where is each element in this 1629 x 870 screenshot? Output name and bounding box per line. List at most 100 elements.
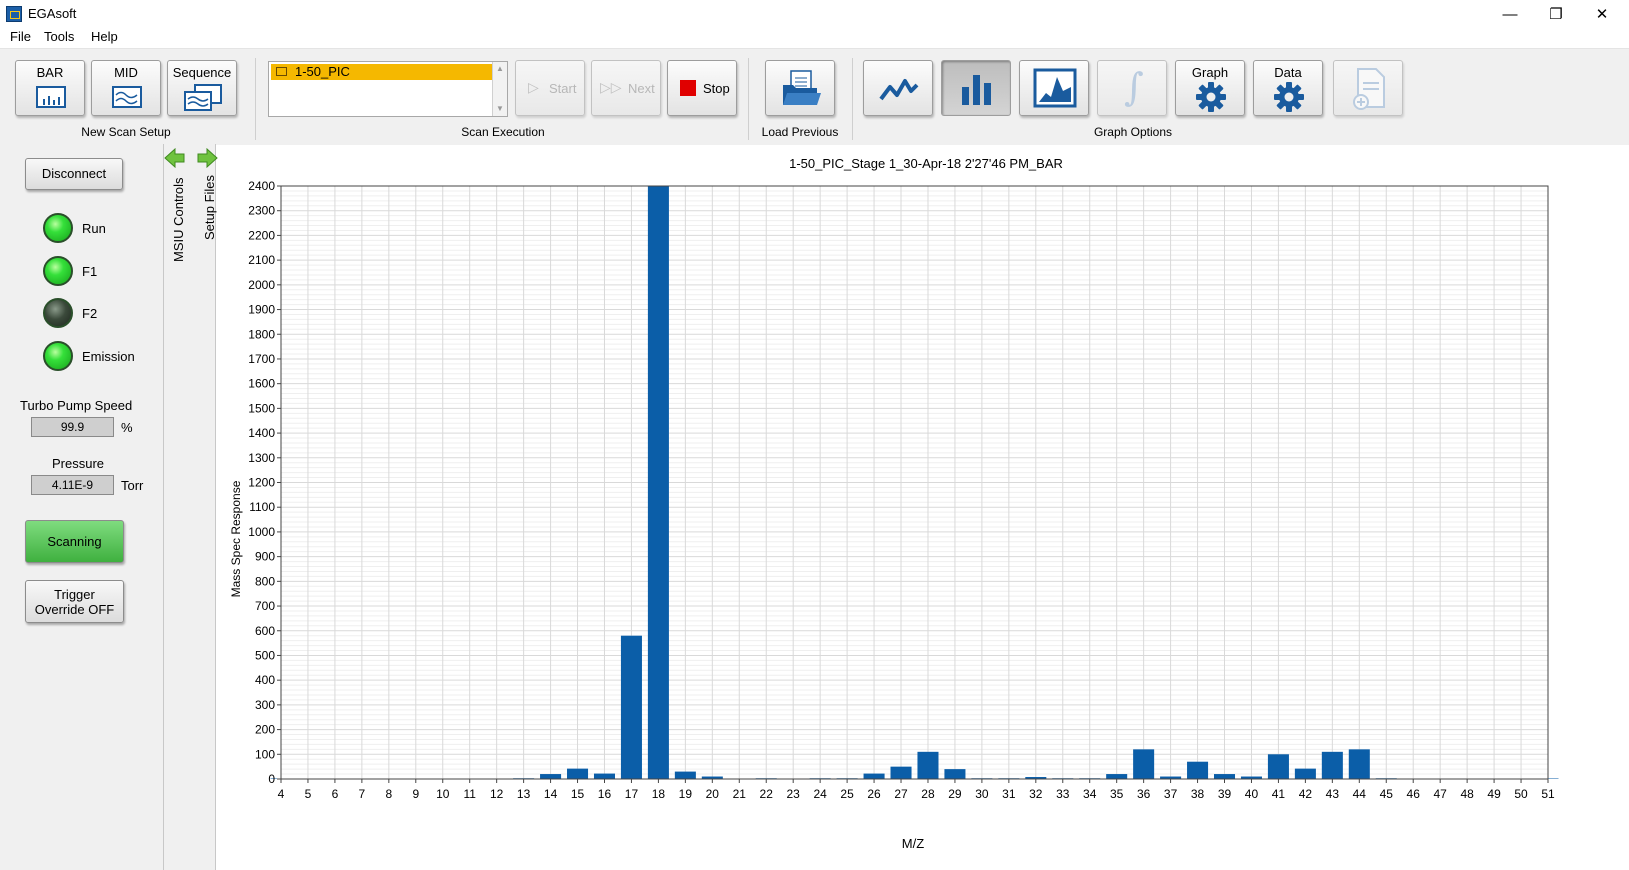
menu-help[interactable]: Help xyxy=(91,29,118,44)
minimize-button[interactable]: — xyxy=(1487,0,1533,28)
fast-forward-icon: ▷▷ xyxy=(600,79,622,95)
x-tick-label: 37 xyxy=(1164,787,1178,801)
restore-button[interactable]: ❐ xyxy=(1533,0,1579,28)
bar-scan-button[interactable]: BAR xyxy=(15,60,85,116)
mid-scan-button[interactable]: MID xyxy=(91,60,161,116)
x-tick-label: 22 xyxy=(760,787,774,801)
x-tick-label: 48 xyxy=(1460,787,1474,801)
gear-icon xyxy=(1274,82,1304,112)
turbo-pump-value: 99.9 xyxy=(31,417,114,437)
y-tick-label: 500 xyxy=(255,648,275,662)
data-settings-button[interactable]: Data xyxy=(1253,60,1323,116)
x-tick-label: 46 xyxy=(1407,787,1421,801)
x-tick-label: 50 xyxy=(1514,787,1528,801)
x-tick-label: 26 xyxy=(867,787,881,801)
x-tick-label: 10 xyxy=(436,787,450,801)
scan-list-scrollbar[interactable]: ▲ ▼ xyxy=(492,62,507,116)
x-tick-label: 28 xyxy=(921,787,935,801)
tab-msiu-controls[interactable]: MSIU Controls xyxy=(171,177,186,262)
y-tick-label: 1400 xyxy=(248,426,275,440)
gear-icon xyxy=(1196,82,1226,112)
scanning-button[interactable]: Scanning xyxy=(25,520,124,563)
forward-arrow-icon[interactable] xyxy=(196,148,218,168)
chart-bar xyxy=(1025,777,1047,779)
y-tick-label: 2300 xyxy=(248,204,275,218)
tab-setup-files[interactable]: Setup Files xyxy=(202,174,217,240)
chart-bar xyxy=(1240,776,1262,779)
load-previous-label: Load Previous xyxy=(761,125,839,139)
y-tick-label: 1700 xyxy=(248,352,275,366)
y-tick-label: 1600 xyxy=(248,377,275,391)
disconnect-button[interactable]: Disconnect xyxy=(25,158,123,190)
scan-item-label: 1-50_PIC xyxy=(295,64,350,79)
graph-settings-button[interactable]: Graph xyxy=(1175,60,1245,116)
line-graph-button[interactable] xyxy=(863,60,933,116)
x-tick-label: 4 xyxy=(278,787,285,801)
chart-bar xyxy=(1294,768,1316,779)
next-button[interactable]: ▷▷ Next xyxy=(591,60,661,116)
back-arrow-icon[interactable] xyxy=(164,148,186,168)
f2-indicator-led xyxy=(43,298,73,328)
x-tick-label: 5 xyxy=(305,787,312,801)
scan-list-item[interactable]: 1-50_PIC xyxy=(271,64,493,80)
x-tick-label: 15 xyxy=(571,787,585,801)
chart-bar xyxy=(567,768,589,779)
x-tick-label: 33 xyxy=(1056,787,1070,801)
chart-x-axis-label: M/Z xyxy=(902,836,924,851)
sequence-scan-button[interactable]: Sequence xyxy=(167,60,237,116)
area-graph-button[interactable] xyxy=(1019,60,1089,116)
bar-graph-icon xyxy=(962,75,991,105)
chart-bar xyxy=(1160,776,1182,779)
trigger-override-button[interactable]: Trigger Override OFF xyxy=(25,580,124,623)
bar-graph-button[interactable] xyxy=(941,60,1011,116)
chart-bar xyxy=(674,771,696,779)
list-item-icon xyxy=(276,67,287,76)
stop-label: Stop xyxy=(703,81,730,96)
x-tick-label: 31 xyxy=(1002,787,1016,801)
x-tick-label: 51 xyxy=(1541,787,1555,801)
pressure-label: Pressure xyxy=(52,456,105,471)
x-tick-label: 36 xyxy=(1137,787,1151,801)
chart-grid xyxy=(280,185,1549,780)
minimize-icon: — xyxy=(1502,5,1518,23)
integral-button[interactable]: ∫ xyxy=(1097,60,1167,116)
y-tick-label: 300 xyxy=(255,698,275,712)
x-tick-label: 38 xyxy=(1191,787,1205,801)
chart-bar xyxy=(1348,749,1370,779)
y-tick-label: 200 xyxy=(255,723,275,737)
graph-settings-label: Graph xyxy=(1191,65,1229,80)
x-tick-label: 24 xyxy=(813,787,827,801)
side-tab-strip xyxy=(163,144,216,870)
scan-list[interactable]: 1-50_PIC ▲ ▼ xyxy=(268,61,508,117)
x-tick-label: 47 xyxy=(1433,787,1447,801)
chart-bar xyxy=(863,773,885,779)
x-tick-label: 12 xyxy=(490,787,504,801)
trigger-label-line1: Trigger xyxy=(54,587,95,602)
toolbar-divider xyxy=(748,58,749,140)
y-tick-label: 1900 xyxy=(248,303,275,317)
chart-bar xyxy=(944,769,966,779)
y-tick-label: 1200 xyxy=(248,476,275,490)
x-tick-label: 20 xyxy=(706,787,720,801)
close-button[interactable]: ✕ xyxy=(1579,0,1625,28)
load-previous-button[interactable] xyxy=(765,60,835,116)
trigger-label-line2: Override OFF xyxy=(34,602,115,617)
emission-indicator-led xyxy=(43,341,73,371)
close-icon: ✕ xyxy=(1595,6,1609,23)
y-tick-label: 900 xyxy=(255,550,275,564)
chart-bar xyxy=(917,751,939,779)
menu-tools[interactable]: Tools xyxy=(44,29,75,44)
x-tick-label: 16 xyxy=(598,787,612,801)
x-tick-label: 19 xyxy=(679,787,693,801)
mass-spec-bar-chart: 1-50_PIC_Stage 1_30-Apr-18 2'27'46 PM_BA… xyxy=(229,156,1559,851)
scroll-down-icon[interactable]: ▼ xyxy=(496,104,504,113)
new-report-button[interactable] xyxy=(1333,60,1403,116)
chart-bar xyxy=(540,774,562,779)
start-button[interactable]: ▷ Start xyxy=(515,60,585,116)
menu-file[interactable]: File xyxy=(10,29,31,44)
chart-bar xyxy=(1133,749,1155,779)
scroll-up-icon[interactable]: ▲ xyxy=(496,64,504,73)
chart-bar xyxy=(1213,774,1236,779)
stop-button[interactable]: Stop xyxy=(667,60,737,116)
x-tick-label: 30 xyxy=(975,787,989,801)
